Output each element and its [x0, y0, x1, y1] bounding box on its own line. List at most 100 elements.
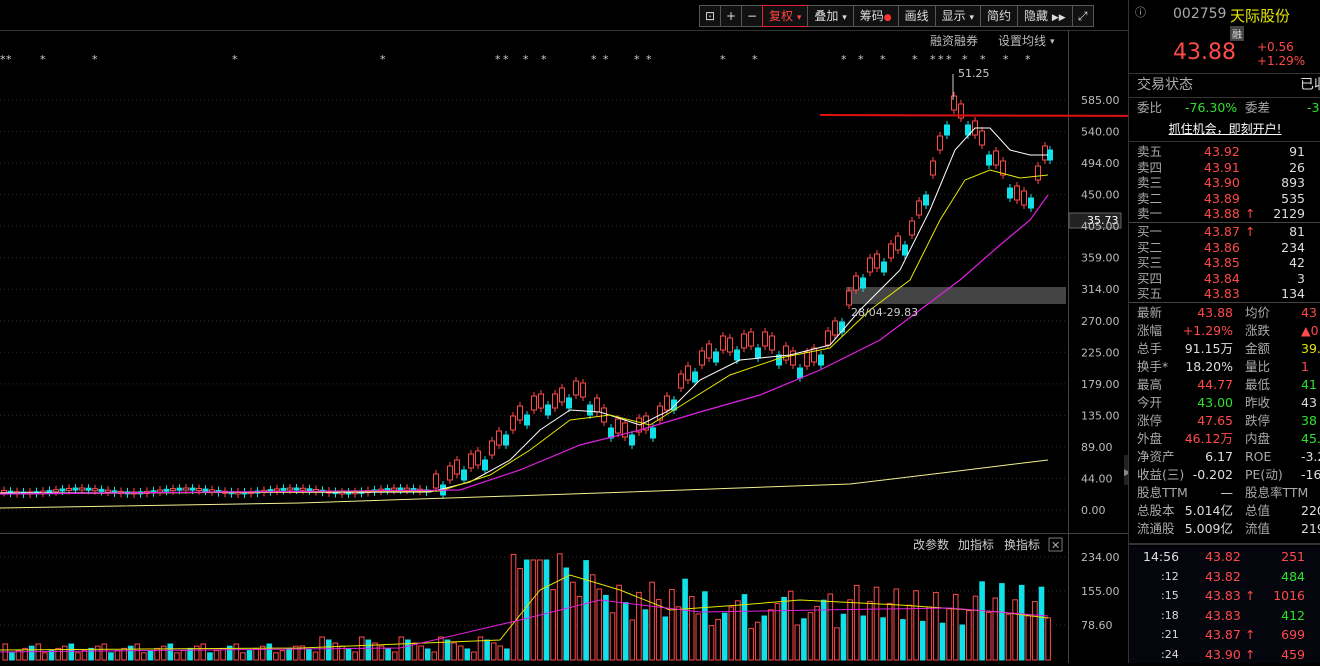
candle: [1028, 197, 1034, 209]
switch-indicator-link[interactable]: 换指标: [1004, 537, 1040, 552]
event-marker[interactable]: *: [912, 53, 918, 66]
bid-row[interactable]: 买五 43.83 134: [1137, 286, 1320, 301]
event-marker[interactable]: *: [841, 53, 847, 66]
price-axis-label: 585.00: [1081, 94, 1120, 107]
volume-bar: [550, 589, 556, 661]
candle: [59, 488, 66, 492]
level-arrow: ↑: [1245, 206, 1256, 221]
draw-line-button[interactable]: 画线: [897, 5, 936, 27]
tick-volume: 1016: [1273, 588, 1305, 603]
event-marker[interactable]: *: [495, 53, 501, 66]
level-label: 买二: [1137, 239, 1163, 255]
event-marker[interactable]: *: [858, 53, 864, 66]
event-marker[interactable]: *: [6, 53, 12, 66]
event-marker[interactable]: *: [591, 53, 597, 66]
event-marker[interactable]: *: [1025, 53, 1031, 66]
close-icon[interactable]: ✕: [1051, 539, 1060, 552]
level-price: 43.83: [1204, 286, 1240, 301]
event-marker[interactable]: *: [603, 53, 609, 66]
volume-bar: [655, 599, 662, 661]
panel-info-icon[interactable]: ⓘ: [1135, 6, 1146, 19]
hide-button[interactable]: 隐藏 ▶▶: [1017, 5, 1073, 27]
volume-bar: [886, 602, 893, 661]
set-ma-link[interactable]: 设置均线: [998, 34, 1046, 48]
stat-value: 47.65: [1197, 413, 1233, 428]
simple-button[interactable]: 简约: [980, 5, 1019, 27]
ask-row[interactable]: 卖五 43.92 91: [1137, 144, 1320, 159]
stat-label: 今开: [1137, 395, 1163, 410]
tick-arrow: ↑: [1245, 588, 1256, 603]
display-button[interactable]: 显示 ▾: [934, 5, 982, 27]
candle: [622, 422, 628, 438]
open-account-link[interactable]: 抓住机会，即刻开户!: [1168, 122, 1282, 136]
event-marker[interactable]: *: [720, 53, 726, 66]
event-marker[interactable]: *: [752, 53, 758, 66]
volume-bar: [939, 622, 946, 661]
volume-bar: [94, 645, 101, 661]
event-marker[interactable]: *: [946, 53, 952, 66]
volume-bar: [860, 615, 867, 661]
price-axis-label: 89.00: [1081, 441, 1113, 454]
candle: [783, 345, 789, 361]
event-marker[interactable]: *: [646, 53, 652, 66]
tick-row[interactable]: :15 43.83 ↑ 1016: [1137, 587, 1320, 604]
event-marker[interactable]: *: [980, 53, 986, 66]
edit-params-link[interactable]: 改参数: [913, 537, 949, 552]
volume-bar: [913, 590, 919, 661]
fuquan-button[interactable]: 复权 ▾: [762, 5, 809, 27]
volume-bar: [721, 612, 728, 661]
bid-row[interactable]: 买一 43.87 ↑ 81: [1137, 224, 1320, 239]
collapse-panel-icon[interactable]: ▶: [1124, 468, 1131, 478]
event-marker[interactable]: *: [541, 53, 547, 66]
lock-icon[interactable]: ⊡: [699, 5, 721, 27]
zoom-out-icon[interactable]: −: [741, 5, 763, 27]
event-marker[interactable]: *: [523, 53, 529, 66]
event-marker[interactable]: *: [40, 53, 46, 66]
set-ma-dropdown-icon[interactable]: ▾: [1050, 37, 1055, 47]
close-indicator-button[interactable]: [1048, 537, 1063, 552]
tick-row[interactable]: :21 43.87 ↑ 699: [1137, 626, 1320, 643]
level-arrow: ↑: [1245, 224, 1256, 239]
price-axis-label: 179.00: [1081, 378, 1120, 391]
candle: [727, 337, 733, 353]
ask-row[interactable]: 卖一 43.88 ↑ 2129: [1137, 206, 1320, 221]
event-marker[interactable]: *: [930, 53, 936, 66]
event-marker[interactable]: *: [962, 53, 968, 66]
tick-list[interactable]: 14:56 43.82 251:12 43.82 484:15 43.83 ↑ 1016:18…: [1129, 547, 1320, 663]
volume-bar: [933, 592, 939, 661]
ask-row[interactable]: 卖三 43.90 893: [1137, 175, 1320, 190]
event-marker[interactable]: *: [1003, 53, 1009, 66]
event-marker[interactable]: *: [0, 53, 6, 66]
chips-button[interactable]: 筹码●: [852, 5, 899, 27]
stat-label: 涨幅: [1137, 323, 1163, 338]
overlay-button[interactable]: 叠加 ▾: [807, 5, 854, 27]
add-indicator-link[interactable]: 加指标: [958, 537, 994, 552]
tick-row[interactable]: :18 43.83 412: [1137, 607, 1320, 624]
bid-row[interactable]: 买四 43.84 3: [1137, 271, 1320, 286]
event-marker[interactable]: *: [938, 53, 944, 66]
kline-chart-canvas[interactable]: * * * * * * * * * * * * * * * * * * * * * * * * * * * 51.25 28/04-…: [0, 0, 1158, 663]
tick-row[interactable]: 14:56 43.82 251: [1137, 548, 1320, 565]
candle: [979, 130, 985, 146]
zoom-in-icon[interactable]: +: [720, 5, 742, 27]
stat-value: 43.88: [1197, 305, 1233, 320]
event-marker[interactable]: *: [380, 53, 386, 66]
volume-bar: [273, 652, 279, 661]
kline-chart-area[interactable]: * * * * * * * * * * * * * * * * * * * * * * * * * * * 51.25 28/04-…: [0, 0, 1158, 663]
bid-row[interactable]: 买三 43.85 42: [1137, 255, 1320, 270]
event-marker[interactable]: *: [503, 53, 509, 66]
event-marker[interactable]: *: [880, 53, 886, 66]
bid-row[interactable]: 买二 43.86 234: [1137, 240, 1320, 255]
fullscreen-icon[interactable]: ⤢: [1071, 5, 1094, 27]
margin-trading-link[interactable]: 融资融券: [930, 33, 978, 48]
event-marker[interactable]: *: [232, 53, 238, 66]
tick-row[interactable]: :12 43.82 484: [1137, 568, 1320, 585]
ask-row[interactable]: 卖二 43.89 535: [1137, 191, 1320, 206]
ask-row[interactable]: 卖四 43.91 26: [1137, 160, 1320, 175]
event-marker[interactable]: *: [634, 53, 640, 66]
tick-row[interactable]: :24 43.90 ↑ 459: [1137, 646, 1320, 663]
event-marker[interactable]: *: [92, 53, 98, 66]
volume-bar: [781, 596, 787, 661]
volume-bar: [391, 651, 398, 661]
